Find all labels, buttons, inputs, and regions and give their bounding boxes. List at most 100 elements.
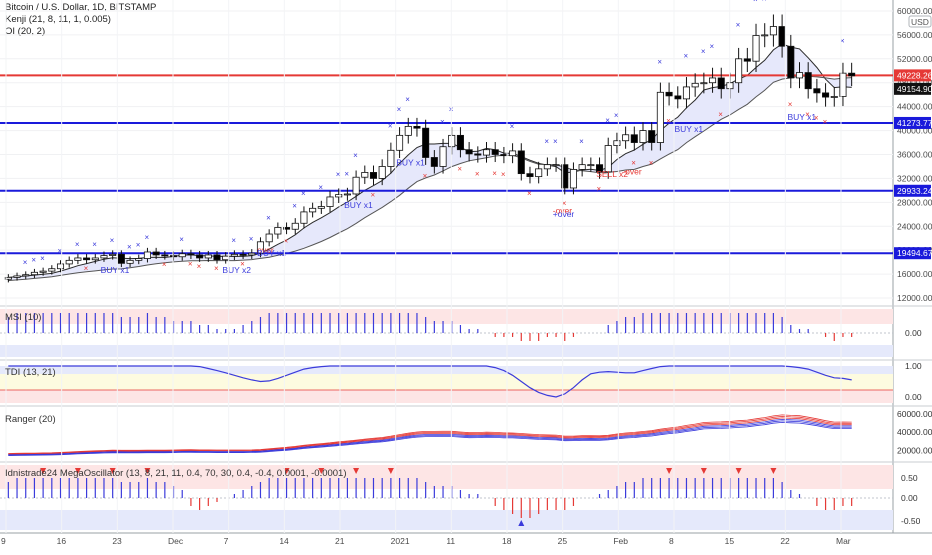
ranger-band-line	[8, 414, 852, 454]
candle-body	[656, 91, 664, 143]
signal-cross-marker: ×	[162, 260, 167, 269]
signal-cross-marker: ×	[718, 110, 723, 119]
time-tick-label: 25	[558, 536, 568, 546]
price-tick-label: 24000.00	[897, 221, 932, 231]
signal-cross-marker: ×	[657, 58, 662, 67]
time-tick-label: 23	[112, 536, 122, 546]
candle-body	[769, 26, 777, 36]
price-tick-label: 48000.00	[897, 78, 932, 88]
candle-body	[761, 34, 769, 37]
time-tick-label: 2021	[391, 536, 410, 546]
signal-cross-marker: ×	[370, 191, 375, 200]
candle-body	[170, 255, 178, 258]
price-tick-label: 40000.00	[897, 126, 932, 136]
signal-cross-marker: ×	[92, 240, 97, 249]
candle-body	[300, 211, 308, 224]
candle-body	[239, 253, 247, 256]
candle-body	[439, 146, 447, 167]
candle-body	[56, 263, 65, 270]
candle-body	[604, 145, 612, 173]
candle-body	[569, 169, 577, 189]
signal-cross-marker: ×	[666, 116, 671, 125]
candle-body	[274, 227, 282, 235]
candle-body	[369, 172, 378, 179]
time-tick-label: 16	[57, 536, 67, 546]
signal-cross-marker: ×	[249, 235, 254, 244]
ranger-band-line	[8, 418, 852, 456]
last-price-badge	[894, 82, 931, 95]
candle-body	[187, 253, 195, 256]
candle-body	[309, 207, 317, 213]
candle-body	[465, 149, 473, 155]
signal-cross-marker: ×	[344, 169, 349, 178]
signal-label: BUY x1	[787, 112, 816, 122]
signal-cross-marker: ×	[553, 137, 558, 146]
ranger-band-line	[8, 421, 852, 456]
candle-body	[813, 88, 821, 94]
candle-body	[317, 206, 325, 209]
signal-cross-marker: ×	[683, 52, 688, 61]
signal-cross-marker: ×	[292, 202, 297, 211]
signal-cross-marker: ×	[527, 189, 532, 198]
signal-cross-marker: ×	[753, 0, 758, 4]
megaoscillator-buy-triangle	[518, 520, 525, 526]
tdi-tick-label: 1.00	[905, 361, 922, 371]
price-tick-label: 28000.00	[897, 197, 932, 207]
level-price-label: 19494.67	[897, 248, 932, 258]
megaoscillator-lower-zone	[0, 510, 893, 530]
candle-body	[430, 157, 438, 167]
signal-cross-marker: ×	[75, 240, 80, 249]
candle-body	[13, 275, 21, 278]
candle-body	[630, 134, 638, 143]
candle-body	[743, 58, 751, 62]
candle-body	[100, 255, 108, 259]
msi-tick-label: 0.00	[905, 328, 922, 338]
candle-body	[596, 164, 604, 173]
currency-badge-label: USD	[911, 17, 929, 27]
signal-cross-marker: ×	[492, 169, 497, 178]
signal-label: SELL x2	[596, 169, 628, 179]
signal-cross-marker: ×	[58, 246, 63, 255]
candle-body	[491, 149, 499, 155]
signal-cross-marker: ×	[510, 122, 515, 131]
time-tick-label: 11	[446, 536, 455, 546]
candle-body	[682, 86, 690, 100]
ranger-band-line	[8, 420, 852, 456]
signal-cross-marker: ×	[736, 21, 741, 30]
candle-body	[4, 276, 12, 280]
signal-cross-marker: ×	[475, 170, 480, 179]
signal-cross-marker: ×	[701, 47, 706, 56]
megaoscillator-sell-triangle	[387, 468, 394, 474]
candle-body	[39, 270, 47, 273]
candle-body	[752, 35, 760, 62]
signal-cross-marker: ×	[214, 264, 219, 273]
candle-body	[717, 77, 725, 90]
signal-cross-marker: ×	[266, 213, 271, 222]
candle-body	[143, 251, 151, 259]
candle-body	[535, 168, 543, 178]
candle-body	[665, 91, 673, 97]
signal-cross-marker: ×	[762, 0, 767, 3]
megaoscillator-sell-triangle	[283, 468, 290, 474]
msi-upper-zone	[0, 309, 893, 324]
signal-cross-marker: ×	[188, 259, 193, 268]
megaoscillator-sell-triangle	[735, 468, 742, 474]
candle-body	[413, 125, 421, 129]
candle-body	[126, 259, 134, 264]
time-tick-label: 22	[780, 536, 790, 546]
signal-cross-marker: ×	[423, 172, 428, 181]
signal-cross-marker: ×	[440, 117, 445, 126]
candle-body	[396, 134, 404, 151]
signal-cross-marker: ×	[501, 170, 506, 179]
signal-cross-marker: ×	[597, 185, 602, 194]
candle-body	[222, 255, 230, 261]
signal-label: over	[257, 245, 274, 255]
candle-body	[117, 253, 125, 264]
last-price-label: 49154.90	[897, 84, 932, 94]
level-price-badge	[894, 247, 931, 260]
signal-label: +over	[553, 209, 575, 219]
price-tick-label: 12000.00	[897, 293, 932, 303]
candle-body	[787, 45, 795, 79]
